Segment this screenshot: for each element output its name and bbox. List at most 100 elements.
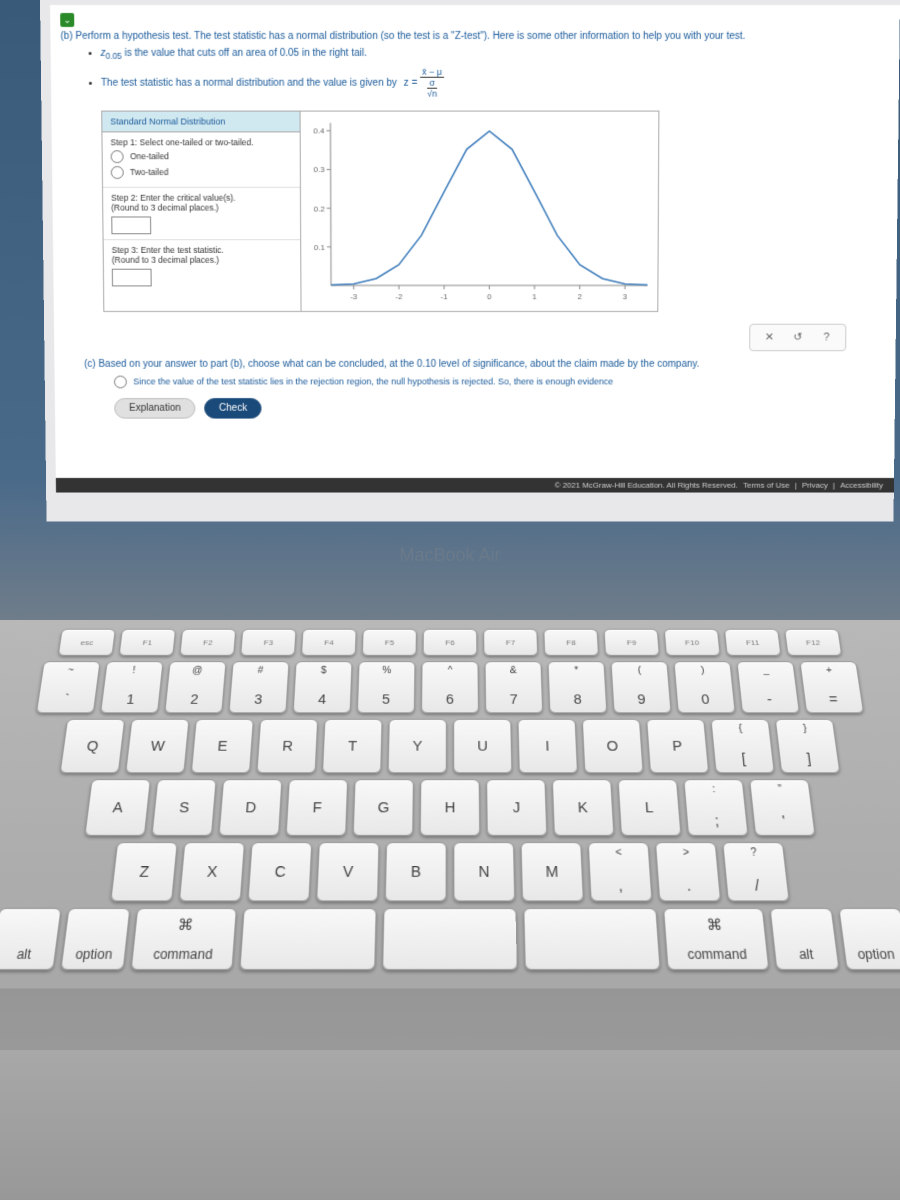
key-y[interactable]: Y xyxy=(388,719,447,773)
one-tailed-radio[interactable] xyxy=(111,150,124,163)
key-c[interactable]: C xyxy=(247,842,312,901)
key-7[interactable]: &7 xyxy=(485,661,544,713)
part-b-section: (b) Perform a hypothesis test. The test … xyxy=(60,31,889,99)
test-statistic-input[interactable] xyxy=(112,269,152,287)
key-3[interactable]: #3 xyxy=(228,661,289,713)
key-f6[interactable]: F6 xyxy=(423,629,478,656)
key-spacebar[interactable] xyxy=(382,908,518,970)
key-2[interactable]: @2 xyxy=(164,661,226,713)
answer-radio-1[interactable] xyxy=(114,376,127,389)
panel-header: Standard Normal Distribution xyxy=(102,112,299,133)
key-j[interactable]: J xyxy=(486,779,547,836)
step-3: Step 3: Enter the test statistic. (Round… xyxy=(104,240,301,291)
footer-bar: © 2021 McGraw-Hill Education. All Rights… xyxy=(56,478,894,493)
svg-text:-3: -3 xyxy=(350,292,358,301)
key-`[interactable]: ~` xyxy=(36,661,101,713)
key-spacebar[interactable] xyxy=(239,908,377,970)
key-m[interactable]: M xyxy=(520,842,583,901)
key-=[interactable]: += xyxy=(799,661,864,713)
key-punct[interactable]: <, xyxy=(588,842,653,901)
key-k[interactable]: K xyxy=(552,779,615,836)
keyboard: escF1F2F3F4F5F6F7F8F9F10F11F12 ~`!1@2#3$… xyxy=(0,620,900,988)
key-f7[interactable]: F7 xyxy=(483,629,538,656)
critical-value-input[interactable] xyxy=(111,216,151,234)
key-b[interactable]: B xyxy=(385,842,447,901)
key-4[interactable]: $4 xyxy=(293,661,353,713)
key-alt-right[interactable]: alt xyxy=(769,908,839,970)
key-d[interactable]: D xyxy=(218,779,282,836)
key-command-right[interactable]: ⌘command xyxy=(663,908,769,970)
key-bracket[interactable]: }] xyxy=(775,719,841,773)
key-e[interactable]: E xyxy=(191,719,254,773)
key-x[interactable]: X xyxy=(179,842,245,901)
answer-option-1[interactable]: Since the value of the test statistic li… xyxy=(114,376,885,389)
key-t[interactable]: T xyxy=(322,719,383,773)
terms-link[interactable]: Terms of Use xyxy=(743,481,790,490)
key-0[interactable]: )0 xyxy=(673,661,735,713)
key-5[interactable]: %5 xyxy=(357,661,416,713)
key-g[interactable]: G xyxy=(353,779,414,836)
one-tailed-option[interactable]: One-tailed xyxy=(111,150,292,163)
key-s[interactable]: S xyxy=(151,779,216,836)
key-a[interactable]: A xyxy=(84,779,151,836)
key-9[interactable]: (9 xyxy=(610,661,671,713)
key-l[interactable]: L xyxy=(618,779,682,836)
key-f8[interactable]: F8 xyxy=(543,629,599,656)
key-f12[interactable]: F12 xyxy=(784,629,842,656)
key-f5[interactable]: F5 xyxy=(362,629,417,656)
key-f10[interactable]: F10 xyxy=(664,629,721,656)
key-spacebar[interactable] xyxy=(523,908,661,970)
key-w[interactable]: W xyxy=(125,719,189,773)
key-punct[interactable]: ?/ xyxy=(722,842,790,901)
quiz-content-window: ⌄ (b) Perform a hypothesis test. The tes… xyxy=(50,5,900,493)
key-f11[interactable]: F11 xyxy=(724,629,782,656)
svg-text:-2: -2 xyxy=(395,292,403,301)
key-alt-left[interactable]: alt xyxy=(0,908,62,970)
key-bracket[interactable]: {[ xyxy=(710,719,774,773)
key-h[interactable]: H xyxy=(420,779,481,836)
key-command-left[interactable]: ⌘command xyxy=(131,908,237,970)
privacy-link[interactable]: Privacy xyxy=(802,481,828,490)
two-tailed-radio[interactable] xyxy=(111,166,124,179)
key-f2[interactable]: F2 xyxy=(179,629,236,656)
key-6[interactable]: ^6 xyxy=(421,661,479,713)
two-tailed-option[interactable]: Two-tailed xyxy=(111,166,292,179)
svg-text:1: 1 xyxy=(532,292,537,301)
svg-text:0.3: 0.3 xyxy=(314,166,326,175)
key-option-right[interactable]: option xyxy=(838,908,900,970)
key-esc[interactable]: esc xyxy=(58,629,116,656)
key-q[interactable]: Q xyxy=(60,719,126,773)
key-punct[interactable]: >. xyxy=(655,842,721,901)
help-button[interactable]: ? xyxy=(815,329,837,347)
key-f9[interactable]: F9 xyxy=(604,629,660,656)
key-u[interactable]: U xyxy=(453,719,512,773)
key-f[interactable]: F xyxy=(286,779,349,836)
svg-text:0: 0 xyxy=(487,292,492,301)
reset-button[interactable]: ↺ xyxy=(787,329,809,347)
key-r[interactable]: R xyxy=(256,719,318,773)
explanation-button[interactable]: Explanation xyxy=(114,399,195,419)
key-1[interactable]: !1 xyxy=(100,661,164,713)
key-8[interactable]: *8 xyxy=(548,661,608,713)
distribution-panel: Standard Normal Distribution Step 1: Sel… xyxy=(101,111,888,313)
key-f4[interactable]: F4 xyxy=(301,629,357,656)
key-punct[interactable]: :; xyxy=(683,779,748,836)
key-v[interactable]: V xyxy=(316,842,379,901)
key-n[interactable]: N xyxy=(453,842,515,901)
svg-text:2: 2 xyxy=(577,292,582,301)
check-button[interactable]: Check xyxy=(204,399,262,419)
key-f1[interactable]: F1 xyxy=(119,629,177,656)
key--[interactable]: _- xyxy=(736,661,800,713)
accessibility-link[interactable]: Accessibility xyxy=(840,481,883,490)
key-punct[interactable]: "' xyxy=(749,779,816,836)
svg-text:-1: -1 xyxy=(441,292,449,301)
key-z[interactable]: Z xyxy=(110,842,178,901)
dropdown-toggle[interactable]: ⌄ xyxy=(60,13,74,27)
key-option-left[interactable]: option xyxy=(60,908,130,970)
key-o[interactable]: O xyxy=(582,719,644,773)
clear-button[interactable]: ✕ xyxy=(758,329,780,347)
key-i[interactable]: I xyxy=(517,719,578,773)
key-f3[interactable]: F3 xyxy=(240,629,296,656)
step-2: Step 2: Enter the critical value(s). (Ro… xyxy=(103,188,300,240)
key-p[interactable]: P xyxy=(646,719,709,773)
